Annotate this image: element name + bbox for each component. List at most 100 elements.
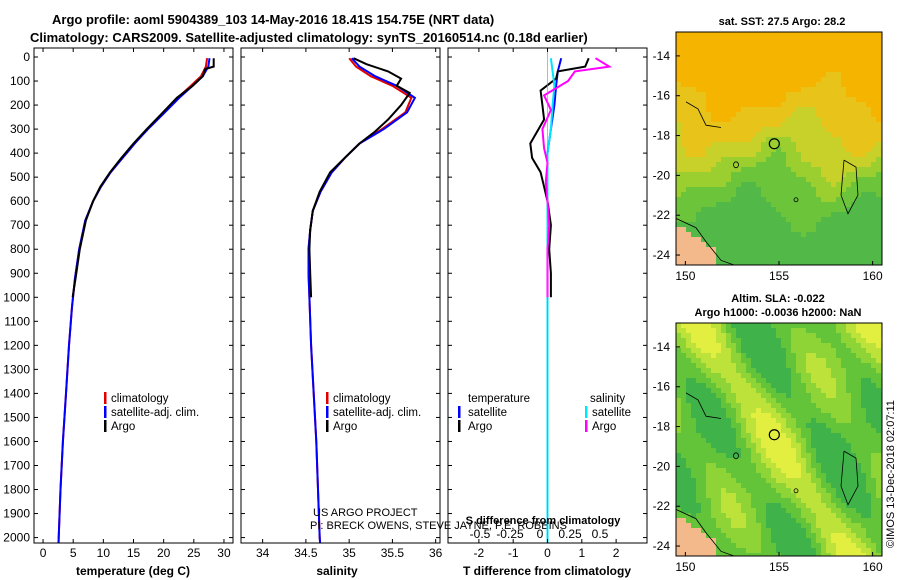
map-cell [816, 232, 822, 238]
map-cell [766, 237, 772, 243]
map-cell [731, 323, 737, 329]
map-cell [811, 378, 817, 384]
map-cell [711, 338, 717, 344]
map-cell [826, 498, 832, 504]
map-cell [686, 62, 692, 68]
map-cell [746, 162, 752, 168]
map-cell [866, 77, 872, 83]
map-cell [691, 403, 697, 409]
map-cell [681, 453, 687, 459]
map-cell [821, 117, 827, 123]
map-cell [871, 338, 877, 344]
map-cell [741, 52, 747, 58]
map-cell [791, 117, 797, 123]
map-cell [786, 182, 792, 188]
map-cell [701, 333, 707, 339]
map-cell [706, 87, 712, 93]
map-cell [696, 468, 702, 474]
map-cell [681, 142, 687, 148]
map-cell [681, 177, 687, 183]
map-cell [856, 192, 862, 198]
map-cell [861, 182, 867, 188]
map-cell [741, 122, 747, 128]
map-cell [706, 503, 712, 509]
map-cell [796, 393, 802, 399]
map-cell [771, 408, 777, 414]
map-cell [866, 503, 872, 509]
map-cell [856, 438, 862, 444]
map-cell [716, 363, 722, 369]
map-cell [831, 508, 837, 514]
map-cell [836, 338, 842, 344]
map-cell [701, 533, 707, 539]
map-cell [876, 493, 882, 499]
map-cell [781, 508, 787, 514]
map-cell [851, 388, 857, 394]
map-cell [711, 448, 717, 454]
map-cell [786, 378, 792, 384]
map-cell [796, 383, 802, 389]
map-cell [816, 343, 822, 349]
map-cell [876, 107, 882, 113]
map-cell [876, 252, 882, 258]
map-cell [796, 413, 802, 419]
map-cell [791, 493, 797, 499]
map-cell [771, 32, 777, 38]
depth-tick-label: 1200 [3, 338, 30, 352]
map-cell [846, 398, 852, 404]
map-cell [836, 453, 842, 459]
map-cell [816, 202, 822, 208]
map-cell [676, 418, 682, 424]
map-cell [836, 533, 842, 539]
map-cell [716, 47, 722, 53]
map-cell [866, 353, 872, 359]
map-cell [691, 453, 697, 459]
map-cell [791, 378, 797, 384]
map-cell [831, 328, 837, 334]
map-cell [796, 343, 802, 349]
map-cell [756, 192, 762, 198]
map-cell [691, 328, 697, 334]
map-cell [761, 493, 767, 499]
map-cell [776, 383, 782, 389]
map-cell [766, 222, 772, 228]
map-cell [831, 72, 837, 78]
map-cell [746, 117, 752, 123]
map-cell [816, 112, 822, 118]
map-cell [841, 197, 847, 203]
map-cell [681, 468, 687, 474]
map-cell [741, 192, 747, 198]
map-cell [751, 543, 757, 549]
map-cell [871, 523, 877, 529]
map-cell [861, 548, 867, 554]
map-cell [696, 433, 702, 439]
map-cell [791, 177, 797, 183]
map-cell [851, 478, 857, 484]
map-cell [796, 448, 802, 454]
map-cell [861, 458, 867, 464]
map-cell [796, 543, 802, 549]
map-cell [736, 553, 742, 556]
map-cell [676, 348, 682, 354]
map-cell [776, 182, 782, 188]
map-cell [746, 182, 752, 188]
map-cell [736, 197, 742, 203]
map-cell [876, 533, 882, 539]
map-cell [696, 363, 702, 369]
map-cell [871, 448, 877, 454]
map-cell [811, 107, 817, 113]
map-cell [796, 152, 802, 158]
map-cell [691, 493, 697, 499]
map-cell [781, 207, 787, 213]
map-cell [731, 468, 737, 474]
map-cell [706, 488, 712, 494]
map-cell [776, 448, 782, 454]
map-cell [726, 383, 732, 389]
map-cell [811, 513, 817, 519]
map-cell [851, 117, 857, 123]
map-cell [736, 42, 742, 48]
map-cell [861, 97, 867, 103]
map-cell [676, 438, 682, 444]
map-cell [676, 137, 682, 143]
map-cell [796, 97, 802, 103]
